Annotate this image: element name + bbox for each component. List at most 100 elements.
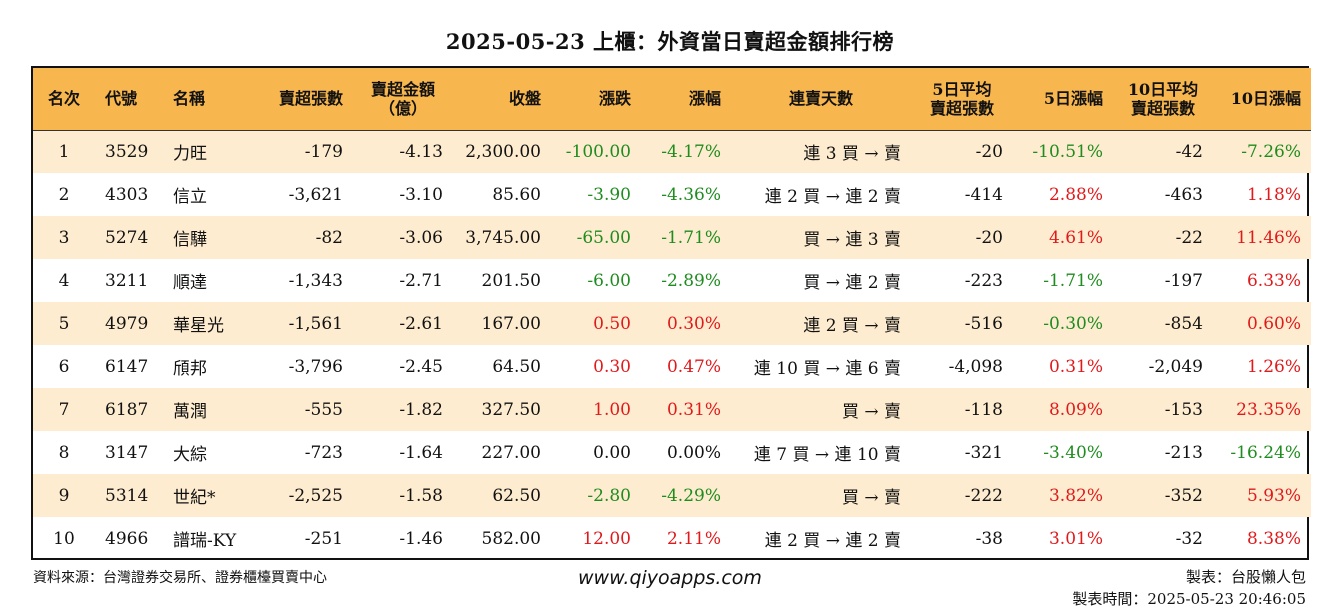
avg10-cell: -42 xyxy=(1175,141,1203,162)
header-avg10: 10日平均 賣超張數 xyxy=(1113,68,1213,131)
change-cell: -6.00 xyxy=(587,270,631,291)
name-cell: 信立 xyxy=(173,187,207,207)
name-cell: 順達 xyxy=(173,273,207,293)
code-cell: 3147 xyxy=(105,442,149,463)
rank-cell: 9 xyxy=(58,485,70,506)
header-sell-shares: 賣超張數 xyxy=(253,68,353,131)
streak-cell: 連 7 買 → 連 10 賣 xyxy=(753,445,901,465)
header-avg5: 5日平均 賣超張數 xyxy=(911,68,1013,131)
chg10-cell: 5.93% xyxy=(1246,485,1301,506)
change-cell: -65.00 xyxy=(576,227,631,248)
chg10-cell: 0.60% xyxy=(1246,313,1301,334)
chg5-cell: 0.31% xyxy=(1048,356,1103,377)
change-pct-cell: 0.00% xyxy=(666,442,721,463)
name-cell: 力旺 xyxy=(173,144,207,165)
code-cell: 4303 xyxy=(105,184,149,205)
close-cell: 327.50 xyxy=(481,399,541,420)
code-cell: 5314 xyxy=(105,485,149,506)
chg10-cell: 6.33% xyxy=(1246,270,1301,291)
table-row: 3 5274 信驊 -82 -3.06 3,745.00 -65.00 -1.71% 買 → 連… xyxy=(33,216,1311,259)
header-avg10-line2: 賣超張數 xyxy=(1130,98,1195,118)
close-cell: 62.50 xyxy=(492,485,541,506)
chg10-cell: -7.26% xyxy=(1241,141,1301,162)
table-row: 7 6187 萬潤 -555 -1.82 327.50 1.00 0.31% 買 → 賣 -118… xyxy=(33,388,1311,431)
avg10-cell: -213 xyxy=(1164,442,1203,463)
sell-shares-cell: -179 xyxy=(304,141,343,162)
change-cell: 12.00 xyxy=(582,528,631,549)
close-cell: 2,300.00 xyxy=(465,141,541,162)
header-change-pct: 漲幅 xyxy=(641,68,731,131)
avg5-cell: -223 xyxy=(964,270,1003,291)
avg5-cell: -321 xyxy=(964,442,1003,463)
close-cell: 582.00 xyxy=(481,528,541,549)
header-avg10-line1: 10日平均 xyxy=(1127,79,1199,99)
name-cell: 大綜 xyxy=(173,445,207,465)
sell-amount-cell: -4.13 xyxy=(399,141,443,162)
close-cell: 64.50 xyxy=(492,356,541,377)
sell-amount-cell: -2.61 xyxy=(399,313,443,334)
sell-shares-cell: -251 xyxy=(304,528,343,549)
code-cell: 6147 xyxy=(105,356,149,377)
rank-cell: 7 xyxy=(58,399,70,420)
rank-cell: 6 xyxy=(58,356,70,377)
rank-cell: 1 xyxy=(58,141,70,162)
code-cell: 3211 xyxy=(105,270,149,291)
streak-cell: 買 → 賣 xyxy=(841,402,901,422)
table-body: 1 3529 力旺 -179 -4.13 2,300.00 -100.00 -4.17% 連 3… xyxy=(33,130,1311,560)
chg5-cell: 3.82% xyxy=(1048,485,1103,506)
chg10-cell: 11.46% xyxy=(1236,227,1301,248)
rank-cell: 8 xyxy=(58,442,70,463)
code-cell: 4979 xyxy=(105,313,149,334)
rank-cell: 3 xyxy=(58,227,70,248)
sell-shares-cell: -3,796 xyxy=(288,356,343,377)
chg5-cell: -10.51% xyxy=(1032,141,1103,162)
table-row: 9 5314 世紀* -2,525 -1.58 62.50 -2.80 -4.29% 買 → 賣… xyxy=(33,474,1311,517)
avg5-cell: -516 xyxy=(964,313,1003,334)
close-cell: 3,745.00 xyxy=(465,227,541,248)
chg5-cell: -3.40% xyxy=(1043,442,1103,463)
table-row: 4 3211 順達 -1,343 -2.71 201.50 -6.00 -2.89% 買 → 連… xyxy=(33,259,1311,302)
avg10-cell: -22 xyxy=(1175,227,1203,248)
name-cell: 信驊 xyxy=(173,230,207,250)
avg10-cell: -854 xyxy=(1164,313,1203,334)
header-rank: 名次 xyxy=(33,68,95,131)
page-title: 2025-05-23 上櫃：外資當日賣超金額排行榜 xyxy=(445,29,895,54)
streak-cell: 連 3 買 → 賣 xyxy=(803,144,901,165)
sell-amount-cell: -2.71 xyxy=(399,270,443,291)
rank-cell: 5 xyxy=(58,313,70,334)
sell-amount-cell: -1.64 xyxy=(399,442,443,463)
close-cell: 227.00 xyxy=(481,442,541,463)
change-pct-cell: 2.11% xyxy=(666,528,721,549)
streak-cell: 連 2 買 → 連 2 賣 xyxy=(764,531,901,551)
avg5-cell: -118 xyxy=(964,399,1003,420)
table-row: 10 4966 譜瑞-KY -251 -1.46 582.00 12.00 2.11% 連 2 … xyxy=(33,517,1311,560)
name-cell: 萬潤 xyxy=(173,402,207,422)
chg10-cell: -16.24% xyxy=(1230,442,1301,463)
chg10-cell: 1.18% xyxy=(1246,184,1301,205)
avg10-cell: -463 xyxy=(1164,184,1203,205)
chg10-cell: 8.38% xyxy=(1246,528,1301,549)
rank-cell: 2 xyxy=(58,184,70,205)
avg10-cell: -2,049 xyxy=(1148,356,1203,377)
chg5-cell: 3.01% xyxy=(1048,528,1103,549)
change-pct-cell: -4.29% xyxy=(661,485,721,506)
sell-amount-cell: -1.58 xyxy=(399,485,443,506)
code-cell: 4966 xyxy=(105,528,149,549)
name-cell: 世紀* xyxy=(173,488,216,508)
sell-shares-cell: -3,621 xyxy=(288,184,343,205)
chg5-cell: 8.09% xyxy=(1048,399,1103,420)
code-cell: 6187 xyxy=(105,399,149,420)
website-link[interactable]: www.qiyoapps.com xyxy=(578,567,762,589)
avg5-cell: -222 xyxy=(964,485,1003,506)
table-row: 5 4979 華星光 -1,561 -2.61 167.00 0.50 0.30% 連 2 買 … xyxy=(33,302,1311,345)
streak-cell: 連 2 買 → 賣 xyxy=(803,316,901,336)
streak-cell: 連 2 買 → 連 2 賣 xyxy=(764,187,901,207)
header-sell-amount: 賣超金額 （億） xyxy=(353,68,453,131)
table-row: 6 6147 頎邦 -3,796 -2.45 64.50 0.30 0.47% 連 10 買 →… xyxy=(33,345,1311,388)
header-close: 收盤 xyxy=(453,68,551,131)
header-avg5-line2: 賣超張數 xyxy=(929,98,994,118)
sell-shares-cell: -555 xyxy=(304,399,343,420)
header-chg10: 10日漲幅 xyxy=(1213,68,1311,131)
close-cell: 85.60 xyxy=(492,184,541,205)
chg5-cell: -1.71% xyxy=(1043,270,1103,291)
